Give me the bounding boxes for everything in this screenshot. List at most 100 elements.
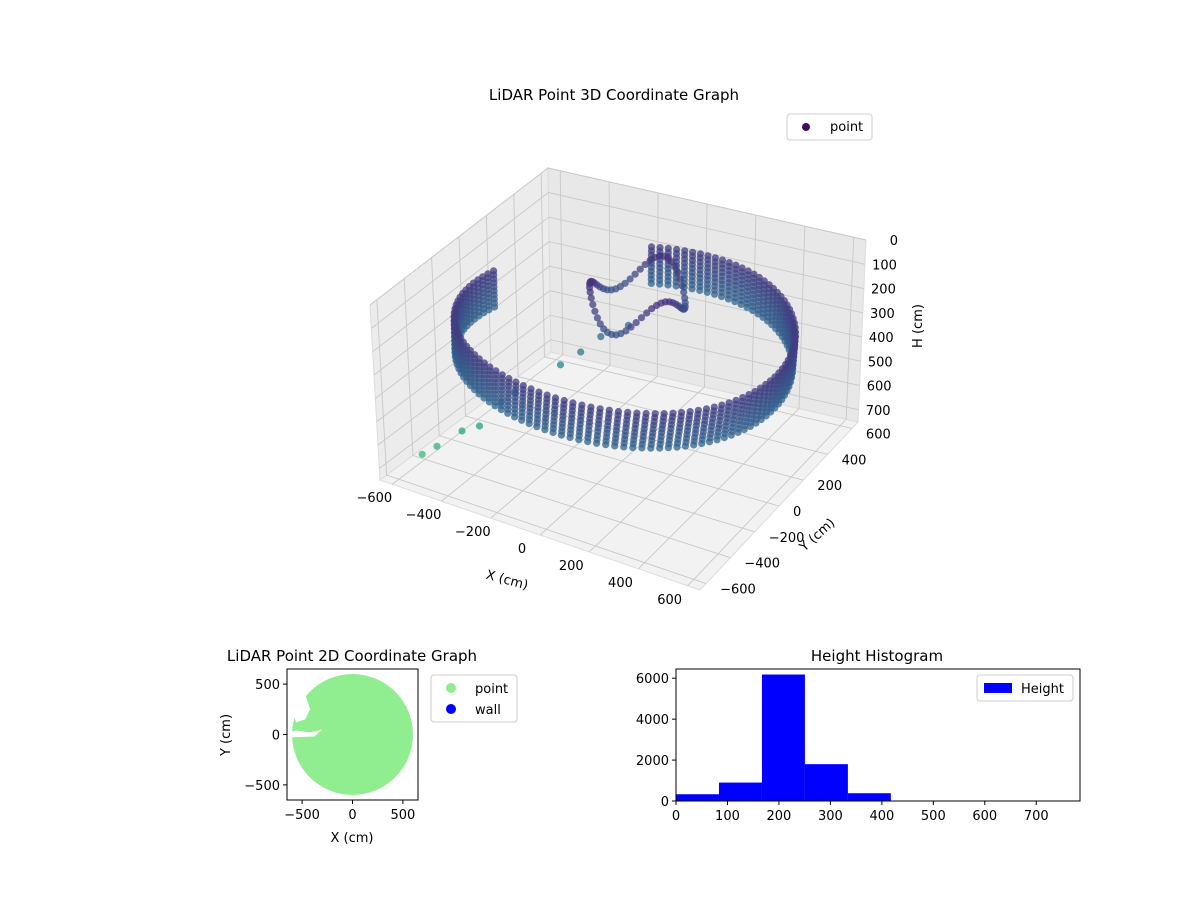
chart-2d-legend-label-wall: wall xyxy=(475,703,501,718)
data-point xyxy=(629,444,637,452)
grid-z xyxy=(372,216,864,353)
data-point xyxy=(593,314,602,322)
z-tick-label: 0 xyxy=(890,234,898,249)
data-point xyxy=(678,282,686,290)
chart-2d-legend: point wall xyxy=(430,674,518,723)
data-point xyxy=(696,286,704,294)
y-tick-label: 0 xyxy=(793,505,801,520)
data-point xyxy=(703,288,711,296)
data-point xyxy=(720,434,728,442)
data-point xyxy=(646,256,654,264)
z-tick-label: 700 xyxy=(866,404,891,419)
chart-3d-legend-label: point xyxy=(830,120,863,135)
chart-2d-xlabel: X (cm) xyxy=(331,831,374,846)
x-tick-label: 300 xyxy=(818,809,843,824)
histogram: Height Histogram 0 100 200 300 400 500 600 7000… xyxy=(636,647,1081,824)
data-point xyxy=(647,279,655,287)
x-tick-label: 500 xyxy=(921,809,946,824)
data-point xyxy=(674,268,682,276)
data-point xyxy=(724,295,733,303)
y-tick-label: −600 xyxy=(720,583,756,598)
point-cloud-gap xyxy=(287,681,311,723)
grid-y xyxy=(376,299,707,584)
grid-z xyxy=(376,290,861,423)
data-point xyxy=(525,420,533,428)
data-point xyxy=(698,439,706,448)
data-point xyxy=(749,306,757,315)
data-point xyxy=(577,348,585,356)
data-point xyxy=(656,444,664,452)
data-point xyxy=(643,309,651,317)
data-point xyxy=(627,323,635,331)
chart-3d-legend-box xyxy=(786,113,873,141)
x-tick-label: 600 xyxy=(657,593,682,608)
grid-z xyxy=(371,192,866,329)
data-point xyxy=(638,444,646,452)
data-point xyxy=(705,438,714,446)
x-tick-label: 100 xyxy=(715,809,740,824)
data-point xyxy=(591,307,599,315)
grid-y xyxy=(403,278,731,559)
data-point xyxy=(680,288,688,296)
grid-z xyxy=(377,314,860,446)
data-point xyxy=(433,442,441,450)
grid-z xyxy=(379,339,859,469)
data-point xyxy=(681,442,690,450)
data-point xyxy=(491,402,499,410)
data-point xyxy=(690,441,698,449)
data-point xyxy=(673,443,681,451)
data-point xyxy=(626,275,634,283)
histogram-bar xyxy=(761,674,805,801)
x-tick-label: 0 xyxy=(518,542,526,557)
histogram-frame xyxy=(675,668,1081,802)
chart-2d-title: LiDAR Point 2D Coordinate Graph xyxy=(227,647,477,665)
data-point xyxy=(664,444,673,452)
x-tick-label: 600 xyxy=(972,809,997,824)
data-point xyxy=(518,416,526,424)
histogram-title: Height Histogram xyxy=(811,647,943,665)
point-cloud-gap xyxy=(287,729,323,738)
histogram-bar xyxy=(718,782,762,801)
grid-y xyxy=(431,257,755,533)
chart-3d: LiDAR Point 3D Coordinate Graph −600 −400… xyxy=(356,86,926,608)
x-tick-label: 0 xyxy=(348,808,356,823)
x-tick-label: −400 xyxy=(406,508,442,523)
histogram-legend-label: Height xyxy=(1021,682,1064,697)
x-tick-label: −200 xyxy=(455,525,491,540)
data-point xyxy=(656,280,664,288)
data-point xyxy=(510,413,519,421)
data-point xyxy=(746,422,754,430)
data-point xyxy=(631,270,639,278)
x-tick-label: 700 xyxy=(1024,809,1049,824)
data-point xyxy=(636,265,644,273)
z-tick-label: 500 xyxy=(868,355,893,370)
data-point xyxy=(485,398,493,406)
z-tick-label: 300 xyxy=(870,307,895,322)
data-point xyxy=(743,303,751,311)
data-point xyxy=(504,409,512,417)
data-point xyxy=(475,422,484,430)
data-point xyxy=(647,444,655,452)
histogram-legend-swatch xyxy=(984,683,1012,693)
data-point xyxy=(566,433,574,442)
data-point xyxy=(711,290,719,298)
y-tick-label: 6000 xyxy=(636,672,669,687)
x-tick-label: −600 xyxy=(356,491,392,506)
data-point xyxy=(586,288,594,296)
chart-2d-legend-marker-wall xyxy=(446,704,456,714)
grid-x xyxy=(392,170,564,485)
data-point xyxy=(418,450,426,458)
data-point xyxy=(611,442,619,450)
histogram-legend-box xyxy=(976,674,1074,702)
data-point xyxy=(549,428,557,437)
chart-3d-grid xyxy=(369,167,867,587)
chart-3d-points xyxy=(418,243,800,458)
chart-2d-ylabel: Y (cm) xyxy=(219,714,234,757)
data-point xyxy=(637,314,646,322)
data-point xyxy=(672,282,680,290)
data-point xyxy=(734,428,742,436)
grid-x xyxy=(441,181,611,502)
y-tick-label: −400 xyxy=(744,557,780,572)
data-point xyxy=(556,361,565,369)
grid-x xyxy=(687,237,855,587)
